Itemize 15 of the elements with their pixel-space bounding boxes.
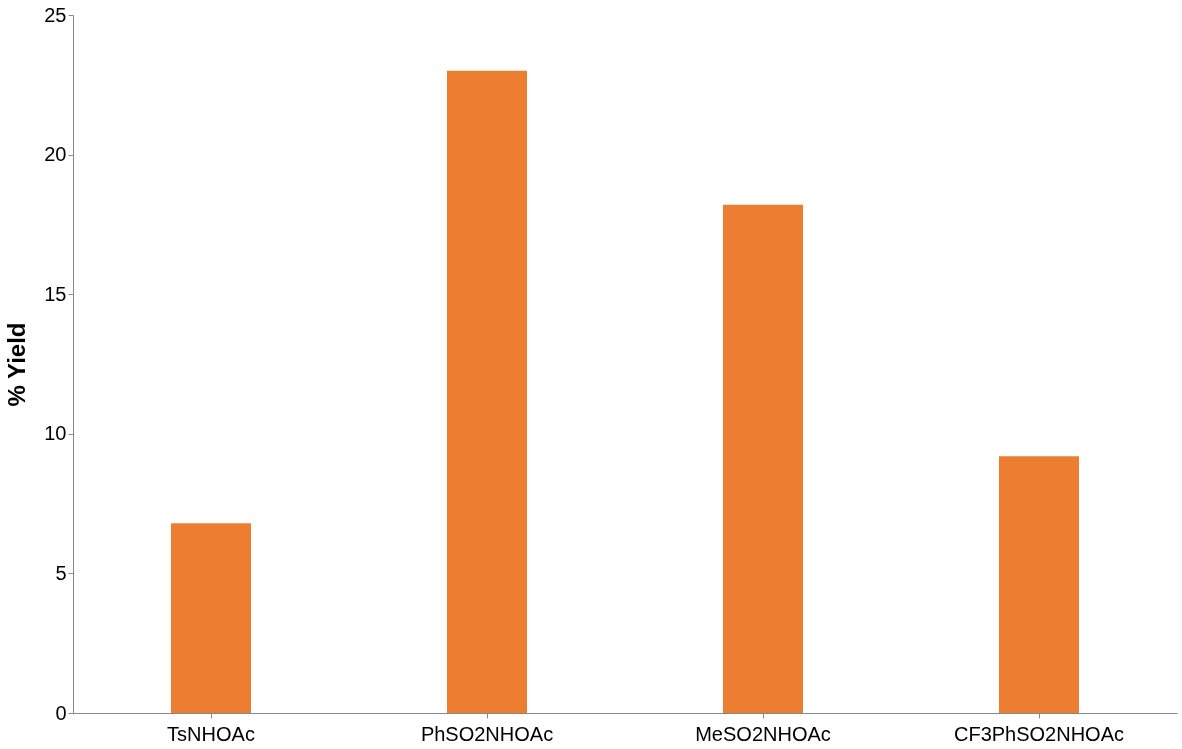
bar	[723, 204, 803, 713]
bar	[999, 456, 1079, 713]
x-tick-label: MeSO2NHOAc	[695, 722, 831, 745]
x-tick-label: PhSO2NHOAc	[420, 722, 554, 745]
y-tick-label: 0	[55, 701, 67, 724]
y-tick-label: 5	[55, 561, 67, 584]
bar	[447, 70, 527, 713]
y-tick-label: 10	[44, 422, 67, 445]
y-axis-title: % Yield	[3, 322, 31, 407]
x-tick-label: CF3PhSO2NHOAc	[953, 722, 1125, 745]
y-tick-label: 15	[44, 282, 67, 305]
y-tick-label: 25	[44, 3, 67, 26]
x-tick-label: TsNHOAc	[167, 722, 255, 745]
y-tick-label: 20	[44, 143, 67, 166]
bar	[171, 523, 251, 713]
